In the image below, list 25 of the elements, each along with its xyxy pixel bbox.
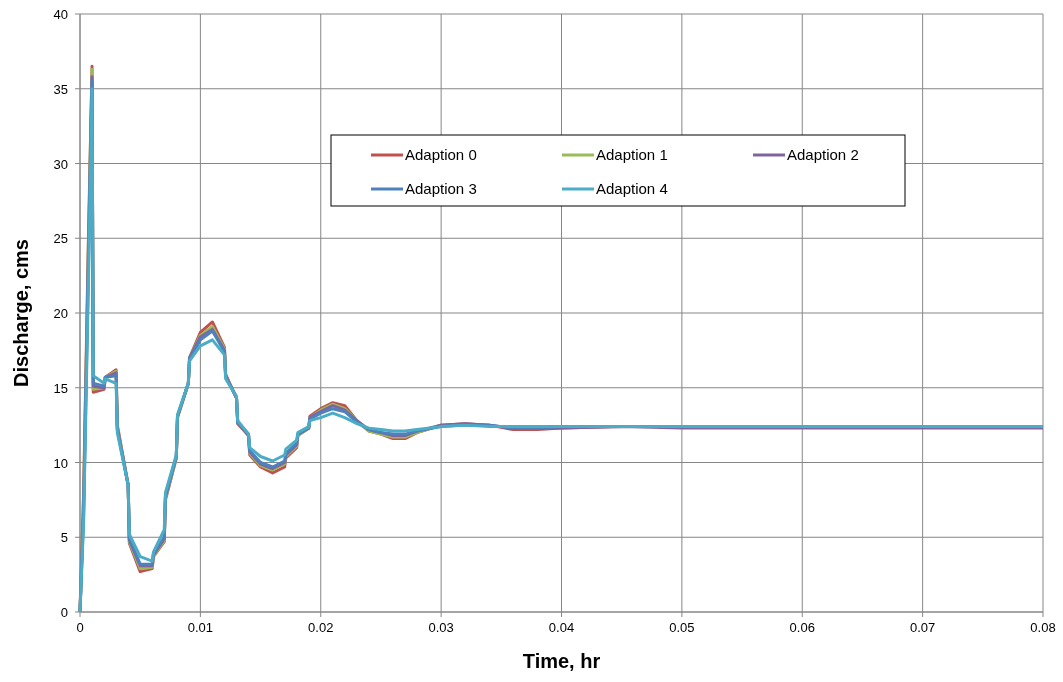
y-tick-label: 30 (53, 156, 68, 172)
legend-label: Adaption 2 (787, 146, 859, 163)
y-tick-label: 10 (53, 455, 68, 471)
y-tick-label: 0 (60, 605, 68, 620)
x-tick-label: 0.04 (548, 620, 575, 635)
y-tick-label: 15 (53, 380, 68, 396)
x-axis-title: Time, hr (522, 650, 601, 672)
legend-label: Adaption 1 (596, 146, 668, 163)
legend-label: Adaption 4 (596, 180, 668, 197)
x-tick-label: 0.03 (428, 620, 454, 635)
legend-label: Adaption 0 (405, 146, 477, 163)
x-tick-label: 0.06 (789, 620, 815, 635)
x-tick-label: 0 (76, 620, 84, 635)
x-tick-label: 0.01 (187, 620, 214, 635)
y-axis-title: Discharge, cms (10, 239, 32, 387)
x-tick-label: 0.07 (909, 620, 936, 635)
x-tick-label: 0.08 (1030, 620, 1056, 635)
x-tick-label: 0.02 (308, 620, 334, 635)
y-tick-label: 35 (53, 81, 68, 97)
y-tick-label: 25 (53, 231, 68, 247)
y-tick-label: 20 (53, 306, 68, 321)
y-tick-label: 5 (60, 530, 68, 546)
legend-label: Adaption 3 (405, 180, 477, 197)
y-tick-label: 40 (53, 7, 68, 22)
x-tick-label: 0.05 (669, 620, 695, 635)
